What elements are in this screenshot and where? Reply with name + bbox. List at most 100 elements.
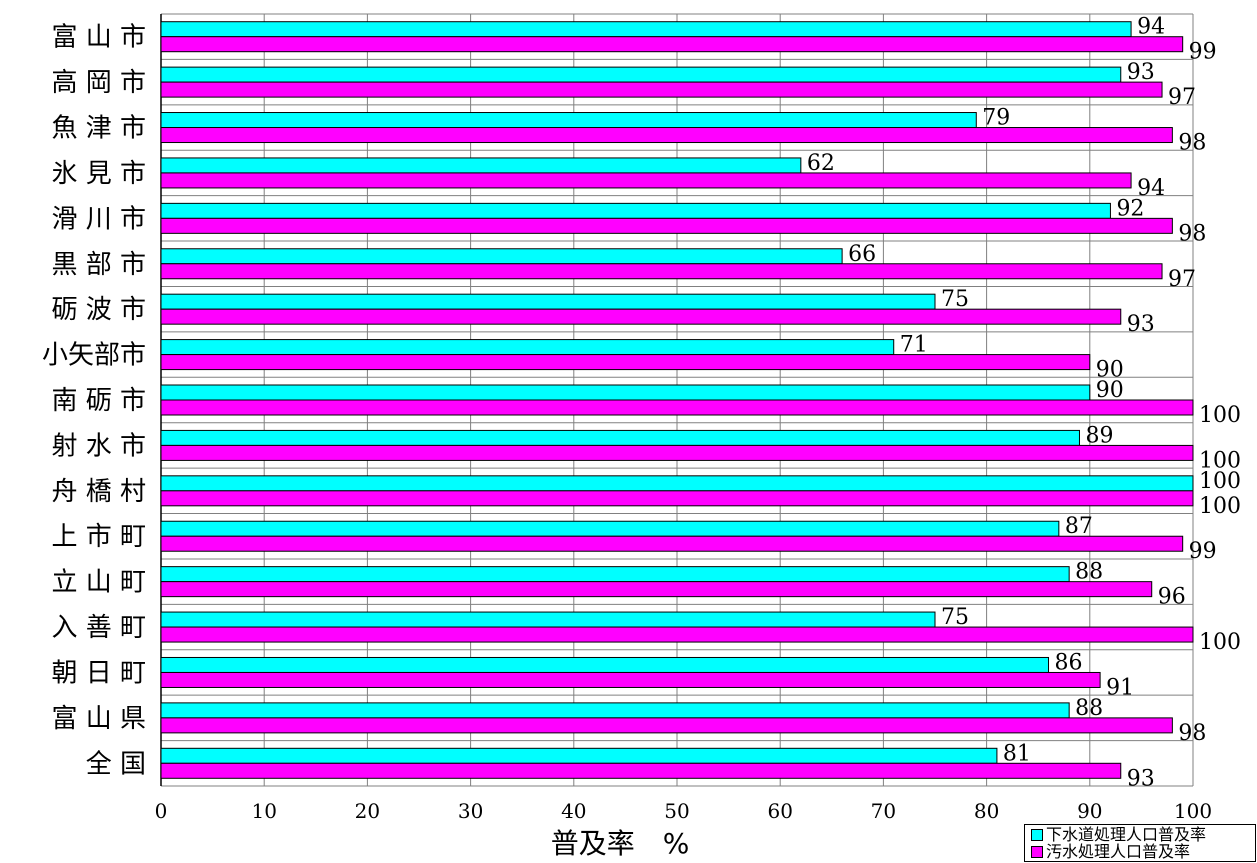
value-label-sewer-0: 94 <box>1137 15 1165 40</box>
category-label-4: 滑 川 市 <box>51 204 146 234</box>
x-tick-label-100: 100 <box>1174 799 1212 823</box>
value-label-wastewater-12: 96 <box>1158 585 1186 610</box>
legend: 下水道処理人口普及率 汚水処理人口普及率 <box>1024 824 1256 862</box>
bar-wastewater-8 <box>160 399 1194 416</box>
bar-wastewater-5 <box>160 263 1163 280</box>
value-label-sewer-10: 100 <box>1199 469 1241 494</box>
value-label-wastewater-3: 94 <box>1137 176 1165 201</box>
value-label-sewer-14: 86 <box>1055 650 1083 675</box>
category-label-5: 黒 部 市 <box>51 250 146 280</box>
value-label-sewer-12: 88 <box>1075 560 1103 585</box>
legend-swatch-magenta <box>1031 845 1043 858</box>
value-label-wastewater-8: 100 <box>1199 403 1241 428</box>
bar-wastewater-11 <box>160 535 1184 552</box>
bar-wastewater-7 <box>160 354 1091 371</box>
value-label-sewer-7: 71 <box>900 333 928 358</box>
category-label-7: 小矢部市 <box>42 341 146 371</box>
category-label-3: 氷 見 市 <box>51 159 146 189</box>
value-label-sewer-9: 89 <box>1085 423 1113 448</box>
value-label-sewer-11: 87 <box>1065 514 1093 539</box>
category-label-16: 全 国 <box>86 749 146 779</box>
x-tick-label-80: 80 <box>974 799 999 823</box>
x-tick-label-40: 40 <box>561 799 586 823</box>
legend-label-sewer: 下水道処理人口普及率 <box>1046 825 1207 844</box>
category-label-13: 入 善 町 <box>51 613 146 643</box>
value-label-sewer-16: 81 <box>1003 741 1031 766</box>
category-label-12: 立 山 町 <box>51 568 146 598</box>
value-label-sewer-13: 75 <box>941 605 969 630</box>
bar-sewer-16 <box>160 747 998 764</box>
value-label-wastewater-13: 100 <box>1199 630 1241 655</box>
bar-sewer-10 <box>160 475 1194 492</box>
x-tick-label-10: 10 <box>251 799 276 823</box>
bar-wastewater-14 <box>160 671 1101 688</box>
category-label-1: 高 岡 市 <box>51 68 146 98</box>
bar-wastewater-0 <box>160 36 1184 53</box>
value-labels: 9499939779986294929866977593719090100891… <box>807 15 1241 792</box>
legend-item-wastewater: 汚水処理人口普及率 <box>1031 843 1255 860</box>
category-labels: 富 山 市高 岡 市魚 津 市氷 見 市滑 川 市黒 部 市砺 波 市小矢部市南… <box>42 23 146 780</box>
value-label-wastewater-16: 93 <box>1127 766 1155 791</box>
value-label-wastewater-9: 100 <box>1199 448 1241 473</box>
x-tick-label-90: 90 <box>1077 799 1102 823</box>
value-label-sewer-3: 62 <box>807 151 835 176</box>
category-label-2: 魚 津 市 <box>51 114 146 144</box>
bar-sewer-9 <box>160 429 1080 446</box>
x-tick-labels: 0 10 20 30 40 50 60 70 80 90 100 <box>155 799 1212 823</box>
x-tick-label-70: 70 <box>871 799 896 823</box>
bar-wastewater-9 <box>160 444 1194 461</box>
bar-sewer-7 <box>160 339 895 356</box>
bar-sewer-0 <box>160 21 1132 38</box>
legend-item-sewer: 下水道処理人口普及率 <box>1031 826 1255 843</box>
bars <box>160 21 1194 779</box>
bar-sewer-8 <box>160 384 1091 401</box>
category-label-6: 砺 波 市 <box>51 295 146 325</box>
bar-sewer-14 <box>160 656 1050 673</box>
category-label-10: 舟 橋 村 <box>51 477 146 507</box>
value-label-wastewater-10: 100 <box>1199 494 1241 519</box>
value-label-wastewater-1: 97 <box>1168 85 1196 110</box>
value-label-wastewater-0: 99 <box>1189 40 1217 65</box>
bar-sewer-3 <box>160 157 802 174</box>
value-label-sewer-1: 93 <box>1127 60 1155 85</box>
legend-swatch-cyan <box>1031 828 1043 841</box>
category-label-9: 射 水 市 <box>51 431 146 461</box>
bar-sewer-2 <box>160 112 977 129</box>
bar-wastewater-2 <box>160 127 1173 144</box>
x-tick-label-30: 30 <box>458 799 483 823</box>
value-label-sewer-2: 79 <box>982 106 1010 131</box>
value-label-sewer-6: 75 <box>941 287 969 312</box>
value-label-wastewater-11: 99 <box>1189 539 1217 564</box>
bar-wastewater-6 <box>160 308 1122 325</box>
x-tick-label-60: 60 <box>767 799 792 823</box>
category-label-8: 南 砺 市 <box>51 386 146 416</box>
bar-wastewater-16 <box>160 762 1122 779</box>
value-label-wastewater-5: 97 <box>1168 267 1196 292</box>
value-label-sewer-4: 92 <box>1116 196 1144 221</box>
bar-sewer-12 <box>160 566 1070 583</box>
bar-sewer-6 <box>160 293 936 310</box>
value-label-sewer-8: 90 <box>1096 378 1124 403</box>
bar-sewer-5 <box>160 248 843 265</box>
bar-wastewater-13 <box>160 626 1194 643</box>
value-label-wastewater-15: 98 <box>1178 721 1206 746</box>
bar-wastewater-15 <box>160 717 1173 734</box>
bar-wastewater-4 <box>160 217 1173 234</box>
category-label-15: 富 山 県 <box>51 704 146 734</box>
x-axis-label: 普及率 % <box>551 827 690 860</box>
bar-sewer-11 <box>160 520 1060 537</box>
category-label-14: 朝 日 町 <box>51 658 146 688</box>
category-label-11: 上 市 町 <box>51 522 146 552</box>
x-tick-label-50: 50 <box>664 799 689 823</box>
bar-sewer-15 <box>160 702 1070 719</box>
bar-sewer-4 <box>160 202 1111 219</box>
value-label-wastewater-4: 98 <box>1178 221 1206 246</box>
bar-sewer-1 <box>160 66 1122 83</box>
value-label-wastewater-7: 90 <box>1096 358 1124 383</box>
value-label-sewer-5: 66 <box>848 242 876 267</box>
bar-sewer-13 <box>160 611 936 628</box>
bar-wastewater-1 <box>160 81 1163 98</box>
x-tick-label-0: 0 <box>155 799 168 823</box>
bar-wastewater-3 <box>160 172 1132 189</box>
